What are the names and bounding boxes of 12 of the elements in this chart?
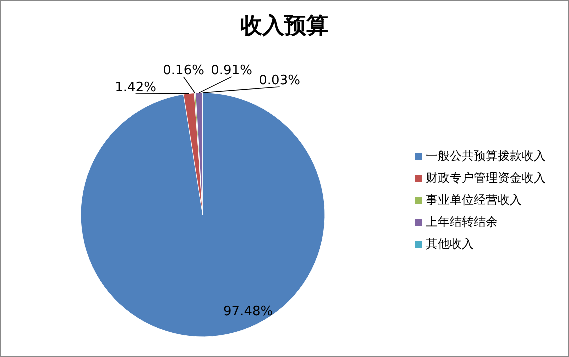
legend-label: 事业单位经营收入 xyxy=(426,193,522,207)
data-label: 0.91% xyxy=(211,64,252,78)
legend-label: 上年结转结余 xyxy=(426,215,498,229)
data-label: 1.42% xyxy=(115,80,156,96)
data-label: 97.48% xyxy=(224,304,274,320)
legend-label: 财政专户管理资金收入 xyxy=(426,171,546,185)
data-label: 0.03% xyxy=(259,74,300,88)
data-label: 0.16% xyxy=(163,64,204,78)
legend-label: 其他收入 xyxy=(426,237,474,251)
chart-title: 收入预算 xyxy=(240,13,330,41)
pie-slice xyxy=(80,92,326,338)
legend-label: 一般公共预算拨款收入 xyxy=(426,149,546,163)
